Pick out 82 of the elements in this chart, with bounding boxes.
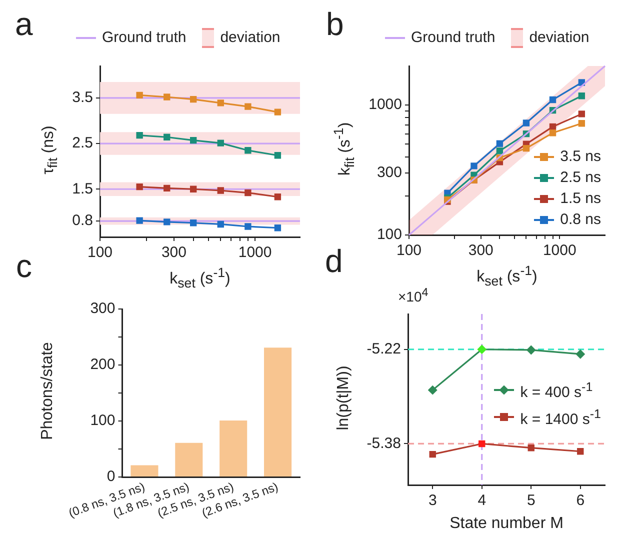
point <box>190 186 197 192</box>
point <box>549 96 556 104</box>
text: deviation <box>529 29 590 47</box>
x-tick-label: 300 <box>161 244 186 262</box>
chart-title: c <box>16 248 32 284</box>
point <box>190 220 197 226</box>
point <box>244 189 252 196</box>
x-tick-label: 1000 <box>542 242 576 260</box>
y-tick-label: -5.38 <box>366 434 401 452</box>
y-tick-label: 300 <box>376 164 402 182</box>
point <box>164 94 170 100</box>
text: ×10$^{4}$ <box>398 286 428 305</box>
y-tick-label: 3.5 <box>72 89 93 106</box>
point <box>244 103 252 110</box>
point <box>549 123 556 130</box>
y-axis-title: Photons/state <box>39 342 57 440</box>
point <box>164 218 170 226</box>
y-axis-title: ln(p(t|M)) <box>335 365 353 430</box>
legend-label: deviation <box>220 29 280 47</box>
chart-title: a <box>15 6 33 42</box>
legend-label: 0.8 ns <box>560 211 601 229</box>
point <box>136 217 143 224</box>
point <box>429 450 436 458</box>
y-tick-label: -5.22 <box>366 340 401 358</box>
point <box>478 440 486 448</box>
x-tick-label: 3 <box>428 492 437 510</box>
point <box>244 223 252 230</box>
bar <box>220 420 248 476</box>
legend-label: 3.5 ns <box>560 148 601 166</box>
x-tick-label: 1000 <box>238 244 272 262</box>
y-tick-label: 1.5 <box>72 180 93 198</box>
legend-label: k = 400 s$^{-1}$ <box>520 378 593 402</box>
x-axis-title: k$_{set}$ (s$^{-1}$) <box>476 263 538 289</box>
text: Ground truth <box>411 29 496 47</box>
point <box>470 162 478 170</box>
point <box>496 148 504 154</box>
y-tick-label: 1000 <box>368 96 402 114</box>
y-tick-label: 0 <box>106 468 116 486</box>
y-tick-label: 2.5 <box>72 134 93 152</box>
point <box>477 344 486 354</box>
point <box>526 346 536 354</box>
point <box>577 448 584 455</box>
x-tick-label: 300 <box>468 242 494 260</box>
x-tick-label: 5 <box>526 492 536 510</box>
point <box>164 134 170 140</box>
point <box>244 147 252 154</box>
chart-title: d <box>325 243 343 279</box>
x-axis-title: k$_{set}$ (s$^{-1}$) <box>170 265 230 291</box>
y-tick-label: 100 <box>90 412 116 430</box>
x-tick-label: 4 <box>478 492 486 510</box>
chart-title: b <box>326 6 344 42</box>
point <box>496 140 504 147</box>
bar <box>130 465 158 476</box>
point <box>164 184 170 192</box>
legend-label: k = 1400 s$^{-1}$ <box>520 406 601 428</box>
point <box>428 386 438 394</box>
x-tick-label: 100 <box>396 242 422 260</box>
point <box>190 96 197 103</box>
point <box>190 136 197 144</box>
y-tick-label: 200 <box>90 356 116 374</box>
point <box>549 130 556 136</box>
bar <box>175 442 203 476</box>
point <box>217 220 224 228</box>
x-axis-title: State number M <box>450 515 564 533</box>
bar <box>264 348 292 476</box>
legend-label: 1.5 ns <box>560 190 601 208</box>
point <box>217 187 224 194</box>
point <box>136 183 143 190</box>
legend-label: Ground truth <box>102 29 186 47</box>
legend-label: 2.5 ns <box>560 169 601 187</box>
y-tick-label: 0.8 <box>72 212 93 230</box>
point <box>522 144 530 152</box>
point <box>217 140 224 146</box>
point <box>576 350 585 358</box>
y-tick-label: 300 <box>90 300 116 318</box>
y-tick-label: 100 <box>376 226 402 244</box>
point <box>136 132 143 139</box>
point <box>217 100 224 106</box>
point <box>522 120 530 126</box>
point <box>136 92 143 99</box>
point <box>528 444 534 452</box>
x-tick-label: 6 <box>576 492 585 510</box>
